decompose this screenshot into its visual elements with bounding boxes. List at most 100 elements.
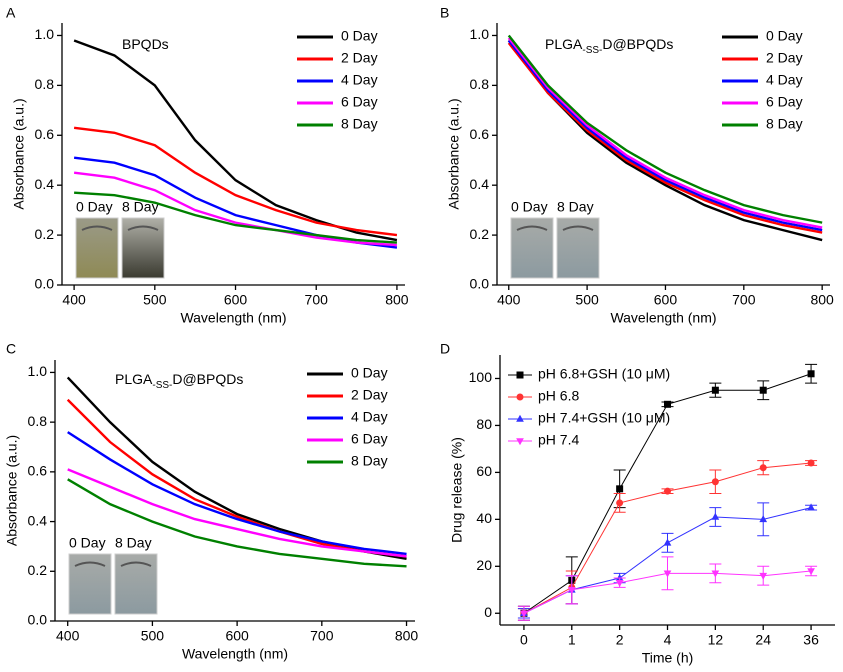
legend-label: 8 Day <box>341 116 378 132</box>
data-point <box>663 570 672 578</box>
x-axis-label: Wavelength (nm) <box>182 646 288 662</box>
y-tick-label: 0.8 <box>470 76 490 92</box>
y-tick-label: 0.4 <box>470 176 490 192</box>
y-axis-label: Absorbance (a.u.) <box>11 98 27 209</box>
vial-rim <box>127 225 159 231</box>
x-tick-label: 600 <box>225 628 249 644</box>
legend-label: pH 6.8 <box>538 388 579 404</box>
legend-label: 4 Day <box>351 409 388 425</box>
data-point <box>711 512 720 520</box>
data-point <box>759 386 767 394</box>
legend-label: 0 Day <box>766 28 803 44</box>
vial-rim <box>516 225 548 231</box>
data-point <box>807 370 815 378</box>
title-part: D@BPQDs <box>172 371 243 387</box>
legend-label: pH 7.4 <box>538 432 579 448</box>
legend-label: pH 6.8+GSH (10 μM) <box>538 366 670 382</box>
x-tick-label: 800 <box>385 292 409 308</box>
inset-label: 0 Day <box>69 535 106 551</box>
x-tick-label: 700 <box>305 292 329 308</box>
y-tick-label: 100 <box>469 369 493 385</box>
data-point <box>616 499 624 507</box>
y-tick-label: 0.6 <box>470 126 490 142</box>
data-point <box>520 610 528 618</box>
legend-marker <box>516 414 524 422</box>
title-part: PLGA <box>545 36 583 52</box>
y-tick-label: 1.0 <box>470 26 490 42</box>
x-tick-label: 500 <box>575 292 599 308</box>
y-tick-label: 40 <box>476 510 492 526</box>
y-tick-label: 0.4 <box>28 512 48 528</box>
y-tick-label: 80 <box>476 416 492 432</box>
y-tick-label: 0.6 <box>35 126 55 142</box>
x-tick-label: 800 <box>395 628 419 644</box>
title-subscript: -SS- <box>152 380 172 391</box>
vial-rim <box>120 561 152 567</box>
series-line <box>73 171 398 247</box>
legend-marker <box>516 371 524 379</box>
y-tick-label: 0.2 <box>470 226 490 242</box>
data-point <box>615 573 624 581</box>
series-line <box>507 39 823 232</box>
chart-title: BPQDs <box>122 36 169 52</box>
y-tick-label: 0.0 <box>35 276 55 292</box>
legend-label: 8 Day <box>766 116 803 132</box>
title-subscript: -SS- <box>582 45 602 56</box>
x-tick-label: 24 <box>755 632 771 648</box>
vial-rim <box>81 225 113 231</box>
y-tick-label: 60 <box>476 463 492 479</box>
data-point <box>759 515 768 523</box>
y-tick-label: 20 <box>476 557 492 573</box>
data-point <box>711 386 719 394</box>
y-tick-label: 0.8 <box>28 413 48 429</box>
legend-label: 2 Day <box>766 50 803 66</box>
data-point <box>711 570 720 578</box>
x-tick-label: 400 <box>56 628 80 644</box>
legend-label: 4 Day <box>766 72 803 88</box>
data-point <box>807 568 815 576</box>
x-axis-label: Wavelength (nm) <box>610 310 716 326</box>
chart-title: PLGA-SS-D@BPQDs <box>115 371 243 391</box>
data-point <box>664 487 671 495</box>
x-tick-label: 700 <box>732 292 756 308</box>
x-axis-label: Wavelength (nm) <box>180 310 286 326</box>
legend-label: 6 Day <box>766 94 803 110</box>
y-tick-label: 0.2 <box>28 562 48 578</box>
y-tick-label: 0.4 <box>35 176 55 192</box>
title-part: PLGA <box>115 371 153 387</box>
data-point <box>616 485 624 493</box>
y-tick-label: 0 <box>484 604 492 620</box>
vial-rim <box>562 225 594 231</box>
vial-photo <box>121 217 165 279</box>
x-tick-label: 600 <box>224 292 248 308</box>
x-axis-label: Time (h) <box>642 650 694 666</box>
inset-label: 0 Day <box>76 199 113 215</box>
series-line <box>67 431 407 556</box>
legend-label: 6 Day <box>341 94 378 110</box>
series-line <box>507 37 823 229</box>
y-tick-label: 0.0 <box>28 612 48 628</box>
title-part: BPQDs <box>122 36 169 52</box>
legend-label: pH 7.4+GSH (10 μM) <box>538 410 670 426</box>
series-line <box>67 468 407 558</box>
x-tick-label: 600 <box>654 292 678 308</box>
chart-title: PLGA-SS-D@BPQDs <box>545 36 673 56</box>
data-point <box>615 579 624 587</box>
legend-label: 8 Day <box>351 453 388 469</box>
y-axis-label: Drug release (%) <box>449 437 465 543</box>
y-tick-label: 0.6 <box>28 463 48 479</box>
x-tick-label: 500 <box>141 628 165 644</box>
panel-label: C <box>6 341 16 357</box>
series-line <box>67 478 407 568</box>
x-tick-label: 36 <box>803 632 819 648</box>
data-point <box>663 538 672 546</box>
vial-photo <box>68 553 112 615</box>
legend-label: 4 Day <box>341 72 378 88</box>
y-tick-label: 0.0 <box>470 276 490 292</box>
panel-label: B <box>440 5 449 21</box>
series-line <box>507 39 823 242</box>
data-point <box>567 586 576 594</box>
x-tick-label: 700 <box>310 628 334 644</box>
series-line <box>73 126 398 237</box>
